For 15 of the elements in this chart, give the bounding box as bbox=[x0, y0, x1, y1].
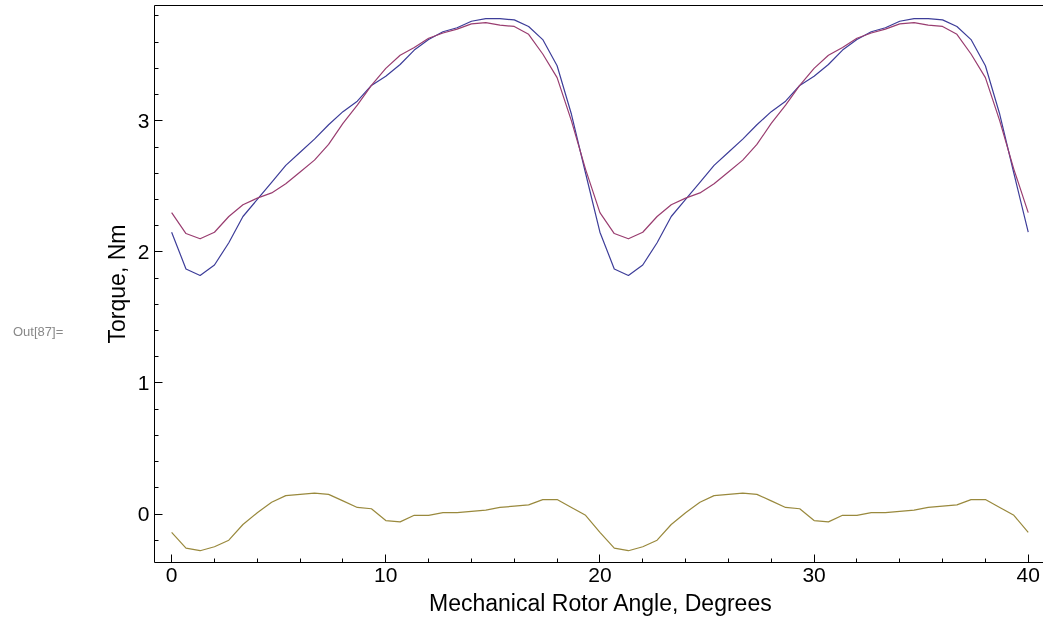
text: Out[87]= bbox=[13, 323, 64, 341]
x-tick-label: 40 bbox=[1016, 562, 1040, 586]
x-tick-label: 30 bbox=[802, 562, 826, 586]
y-tick-label: 2 bbox=[137, 239, 150, 263]
y-tick-label: 0 bbox=[137, 502, 150, 526]
line-series bbox=[171, 18, 1029, 277]
line-series bbox=[171, 492, 1029, 552]
y-axis-title: Torque, Nm bbox=[103, 224, 130, 344]
x-tick-label: 20 bbox=[588, 562, 612, 586]
y-tick-label: 1 bbox=[137, 370, 150, 394]
x-tick-label: 10 bbox=[374, 562, 398, 586]
x-tick-label: 0 bbox=[165, 562, 178, 586]
line-series bbox=[171, 21, 1029, 240]
x-axis-title: Mechanical Rotor Angle, Degrees bbox=[429, 589, 772, 616]
y-tick-label: 3 bbox=[137, 108, 150, 132]
